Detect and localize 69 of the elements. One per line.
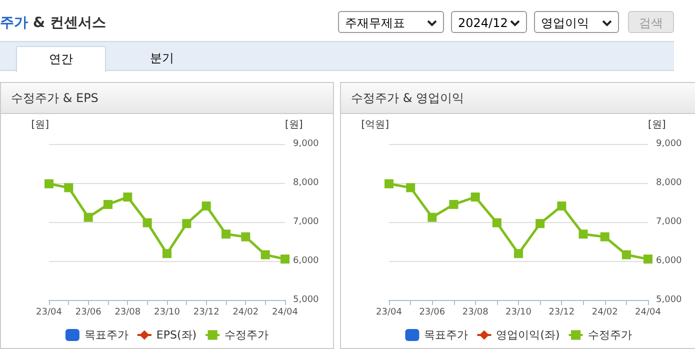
legend-label: 목표주가 [84,328,128,342]
point [384,179,394,188]
point [470,192,480,202]
chart-title: 수정주가 & 영업이익 [341,83,695,114]
y2-tick-label: 6,000 [656,256,682,266]
dropdown-field: 주재무제표 [338,11,444,33]
point [578,230,588,239]
x-tick-label: 23/10 [506,308,532,318]
y2-tick-label: 9,000 [293,139,320,149]
point [622,250,631,260]
point [492,218,502,228]
point [280,254,290,264]
search-button: 검색 [628,11,674,33]
point [557,202,566,211]
point [514,249,523,258]
y2-tick-label: 5,000 [293,295,320,305]
text: 연간 [16,46,106,72]
y2-tick-label: 7,000 [293,217,320,227]
point [104,200,112,209]
x-tick-label: 23/08 [114,308,141,318]
point [123,192,132,202]
x-tick-label: 23/12 [548,308,575,318]
point [202,202,211,211]
legend-label: 수정주가 [588,328,632,342]
x-tick-label: 24/02 [232,308,259,318]
x-tick-label: 23/10 [154,308,180,318]
x-tick-label: 24/02 [592,308,618,318]
point [182,219,192,228]
x-tick-label: 23/12 [193,308,220,318]
chart-title: 수정주가 & EPS [1,83,333,114]
point [84,212,93,222]
legend-label: 수정주가 [224,328,269,342]
x-tick-label: 23/04 [36,308,62,318]
point [536,219,545,228]
point [406,183,416,192]
y2-tick-label: 9,000 [656,139,682,149]
y2-tick-label: 7,000 [656,217,682,227]
x-tick-label: 23/08 [462,308,489,318]
legend-label: 목표주가 [424,328,468,342]
point [600,232,610,242]
y2-tick-label: 5,000 [656,295,682,305]
x-tick-label: 23/04 [376,308,402,318]
y2-tick-label: 6,000 [293,256,320,266]
x-tick-label: 24/04 [272,308,298,318]
y2-tick-label: 8,000 [656,178,682,188]
y2-axis-title: [원] [285,120,303,130]
x-tick-label: 24/04 [635,308,662,318]
legend-label: EPS(좌) [156,328,197,342]
legend-label: 영업이익(좌) [496,328,560,342]
point [162,249,172,258]
y-axis-title: [원] [31,120,50,130]
dropdown-field: 영업이익 [534,11,619,33]
point [222,230,230,239]
x-tick-label: 23/06 [75,308,102,318]
point [428,212,437,222]
point [260,250,270,260]
point [44,179,54,188]
text: 분기 [149,50,175,67]
point [644,254,652,264]
y2-tick-label: 8,000 [293,178,320,188]
point [449,200,458,209]
dropdown-field: 2024/12 [451,11,527,33]
y-axis-title: [억원] [361,120,390,130]
point [142,218,152,228]
y2-axis-title: [원] [648,120,666,130]
point [241,232,250,242]
x-tick-label: 23/06 [419,308,446,318]
point [64,183,74,192]
text: 주가 & 컨센서스 [0,14,106,32]
